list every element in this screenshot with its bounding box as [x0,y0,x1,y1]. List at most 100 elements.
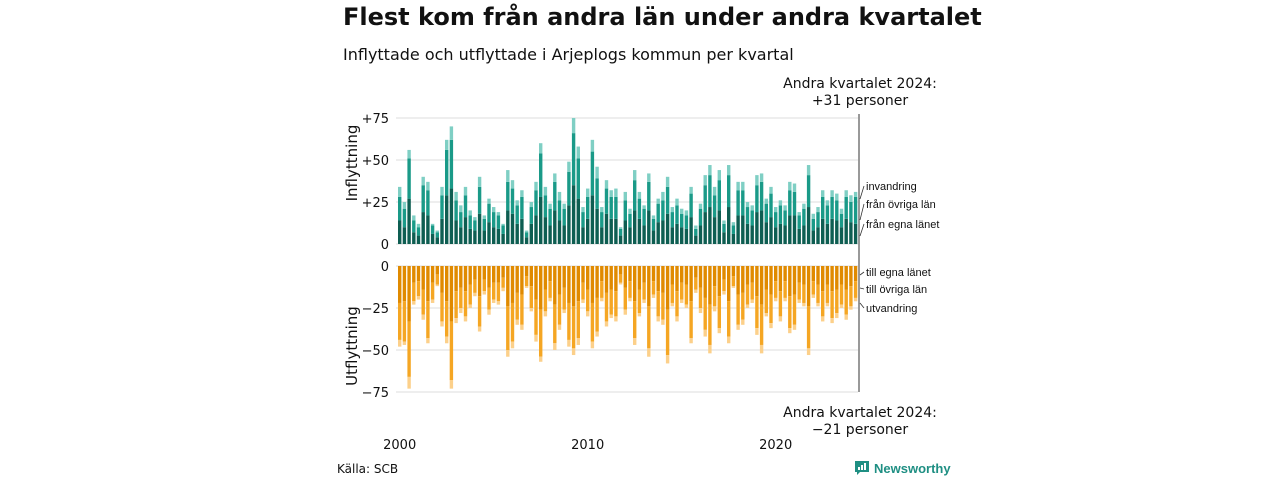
chart-subtitle: Inflyttade och utflyttade i Arjeplogs ko… [343,45,794,64]
bar-in-same-county [454,220,458,244]
bar-out-other-counties [736,294,740,325]
bar-out-other-counties [839,284,844,305]
bar-in-immigration [647,173,651,182]
annotation-bottom-line1: Andra kvartalet 2024: [783,405,937,421]
bar-out-other-counties [426,301,430,339]
series-label-out-0: till egna länet [866,267,931,279]
brand-logo[interactable]: Newsworthy [855,461,951,476]
bar-out-emigration [849,306,853,310]
bar-out-emigration [745,304,750,308]
x-tick-label: 2000 [383,438,416,453]
bar-in-same-county [445,195,449,244]
bar-in-same-county [844,218,848,244]
source-note: Källa: SCB [337,462,399,476]
bar-in-same-county [430,233,435,244]
bar-out-emigration [548,297,552,302]
bar-out-same-county [506,266,510,307]
bar-out-other-counties [853,281,858,298]
bar-out-other-counties [539,309,543,357]
bar-out-same-county [830,266,834,292]
bar-out-same-county [835,266,839,290]
bar-out-same-county [487,266,491,288]
bar-in-same-county [581,227,585,244]
bar-in-other-counties [482,218,486,231]
bar-in-immigration [656,198,660,204]
bar-out-emigration [647,348,651,357]
bar-out-emigration [839,304,844,308]
bar-in-immigration [614,188,618,197]
bar-in-immigration [623,191,627,201]
bar-in-other-counties [783,210,787,226]
bar-in-same-county [440,218,444,244]
bar-out-same-county [839,266,844,285]
bar-out-emigration [496,301,501,305]
bar-out-same-county [633,266,637,302]
bar-in-same-county [562,225,566,244]
bar-out-same-county [398,266,402,303]
bar-in-same-county [759,210,764,244]
bar-in-immigration [821,190,825,197]
y-tick-label-out: −50 [362,344,389,359]
bar-out-emigration [430,299,435,303]
bar-out-emigration [661,319,665,325]
bar-out-emigration [835,313,839,319]
bar-in-same-county [736,215,740,244]
bar-in-same-county [783,225,787,244]
bar-in-other-counties [445,149,449,196]
y-axis-label-in: Inflyttning [343,125,361,202]
bar-in-other-counties [440,195,444,219]
bar-out-emigration [727,336,731,344]
bar-out-other-counties [449,321,454,381]
bar-out-same-county [604,266,609,293]
bar-out-emigration [811,294,815,298]
series-leader-line [859,302,865,309]
bar-out-other-counties [524,276,529,287]
bar-out-emigration [590,341,595,349]
bar-in-immigration [445,139,449,150]
bar-out-other-counties [806,306,811,349]
bar-in-immigration [764,198,768,204]
bar-out-emigration [473,292,477,297]
bar-out-same-county [628,266,632,282]
bar-out-same-county [844,266,848,290]
bar-in-immigration [731,222,736,226]
bar-out-same-county [576,266,580,302]
bar-out-other-counties [821,291,825,317]
bar-in-other-counties [407,158,411,199]
bar-in-same-county [750,225,754,244]
bar-in-other-counties [590,151,595,196]
bar-out-emigration [698,308,703,314]
bar-out-other-counties [571,306,576,349]
bar-in-immigration [849,195,853,202]
bar-in-immigration [802,203,806,209]
bar-in-immigration [661,191,665,201]
bar-in-immigration [722,220,726,224]
bar-out-emigration [689,338,693,344]
bar-in-same-county [529,223,533,244]
bar-out-other-counties [680,282,684,300]
bar-out-emigration [482,291,486,295]
bar-out-other-counties [651,281,656,295]
bar-in-other-counties [524,232,529,238]
bar-in-same-county [553,210,557,244]
bar-out-same-county [684,266,689,285]
bar-out-other-counties [830,291,834,319]
bar-in-immigration [853,191,858,197]
bar-in-immigration [708,165,712,176]
bar-in-immigration [778,200,783,206]
bar-in-other-counties [774,212,778,228]
bar-out-other-counties [440,292,444,322]
bar-in-immigration [609,190,613,197]
bar-in-other-counties [806,175,811,208]
bar-in-other-counties [576,158,580,199]
bar-out-same-county [534,266,538,300]
bar-in-same-county [623,220,627,244]
bar-in-immigration [689,186,693,194]
bar-out-same-county [581,266,585,283]
bar-in-other-counties [637,198,642,219]
bar-out-emigration [764,313,768,317]
bar-out-emigration [684,304,689,308]
series-label-out-1: till övriga län [866,284,927,296]
bar-out-same-county [609,266,613,290]
bar-in-immigration [651,215,656,219]
